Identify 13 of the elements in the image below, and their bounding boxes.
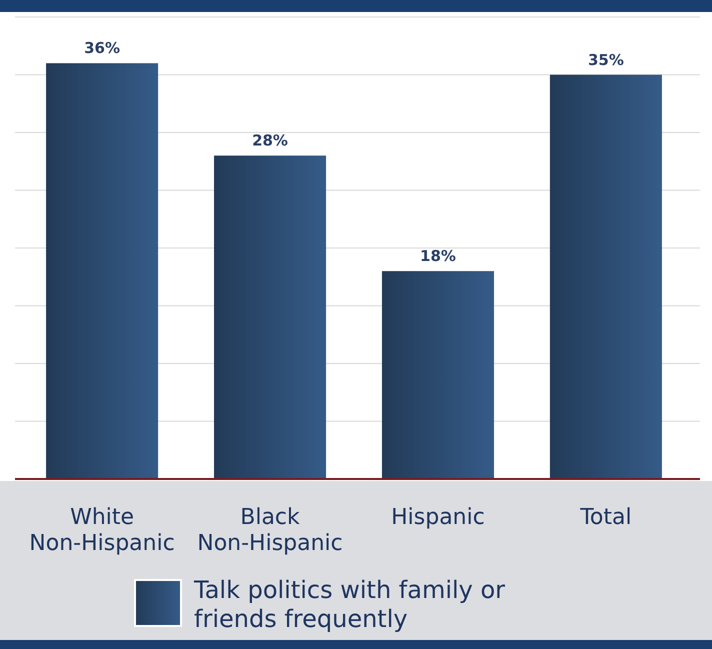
bar <box>550 74 662 479</box>
data-label: 35% <box>588 50 624 69</box>
bar <box>46 63 158 479</box>
bar <box>382 271 494 479</box>
x-tick-label: Total <box>579 505 632 530</box>
data-label: 36% <box>84 39 120 58</box>
x-tick-label: Hispanic <box>391 505 485 530</box>
bar <box>214 156 326 479</box>
x-tick-label: Black Non-Hispanic <box>197 505 343 556</box>
legend-label: Talk politics with family or friends frequently <box>193 576 506 633</box>
data-label: 28% <box>252 132 288 150</box>
x-tick-label: White Non-Hispanic <box>29 505 175 556</box>
data-label: 18% <box>420 247 456 266</box>
